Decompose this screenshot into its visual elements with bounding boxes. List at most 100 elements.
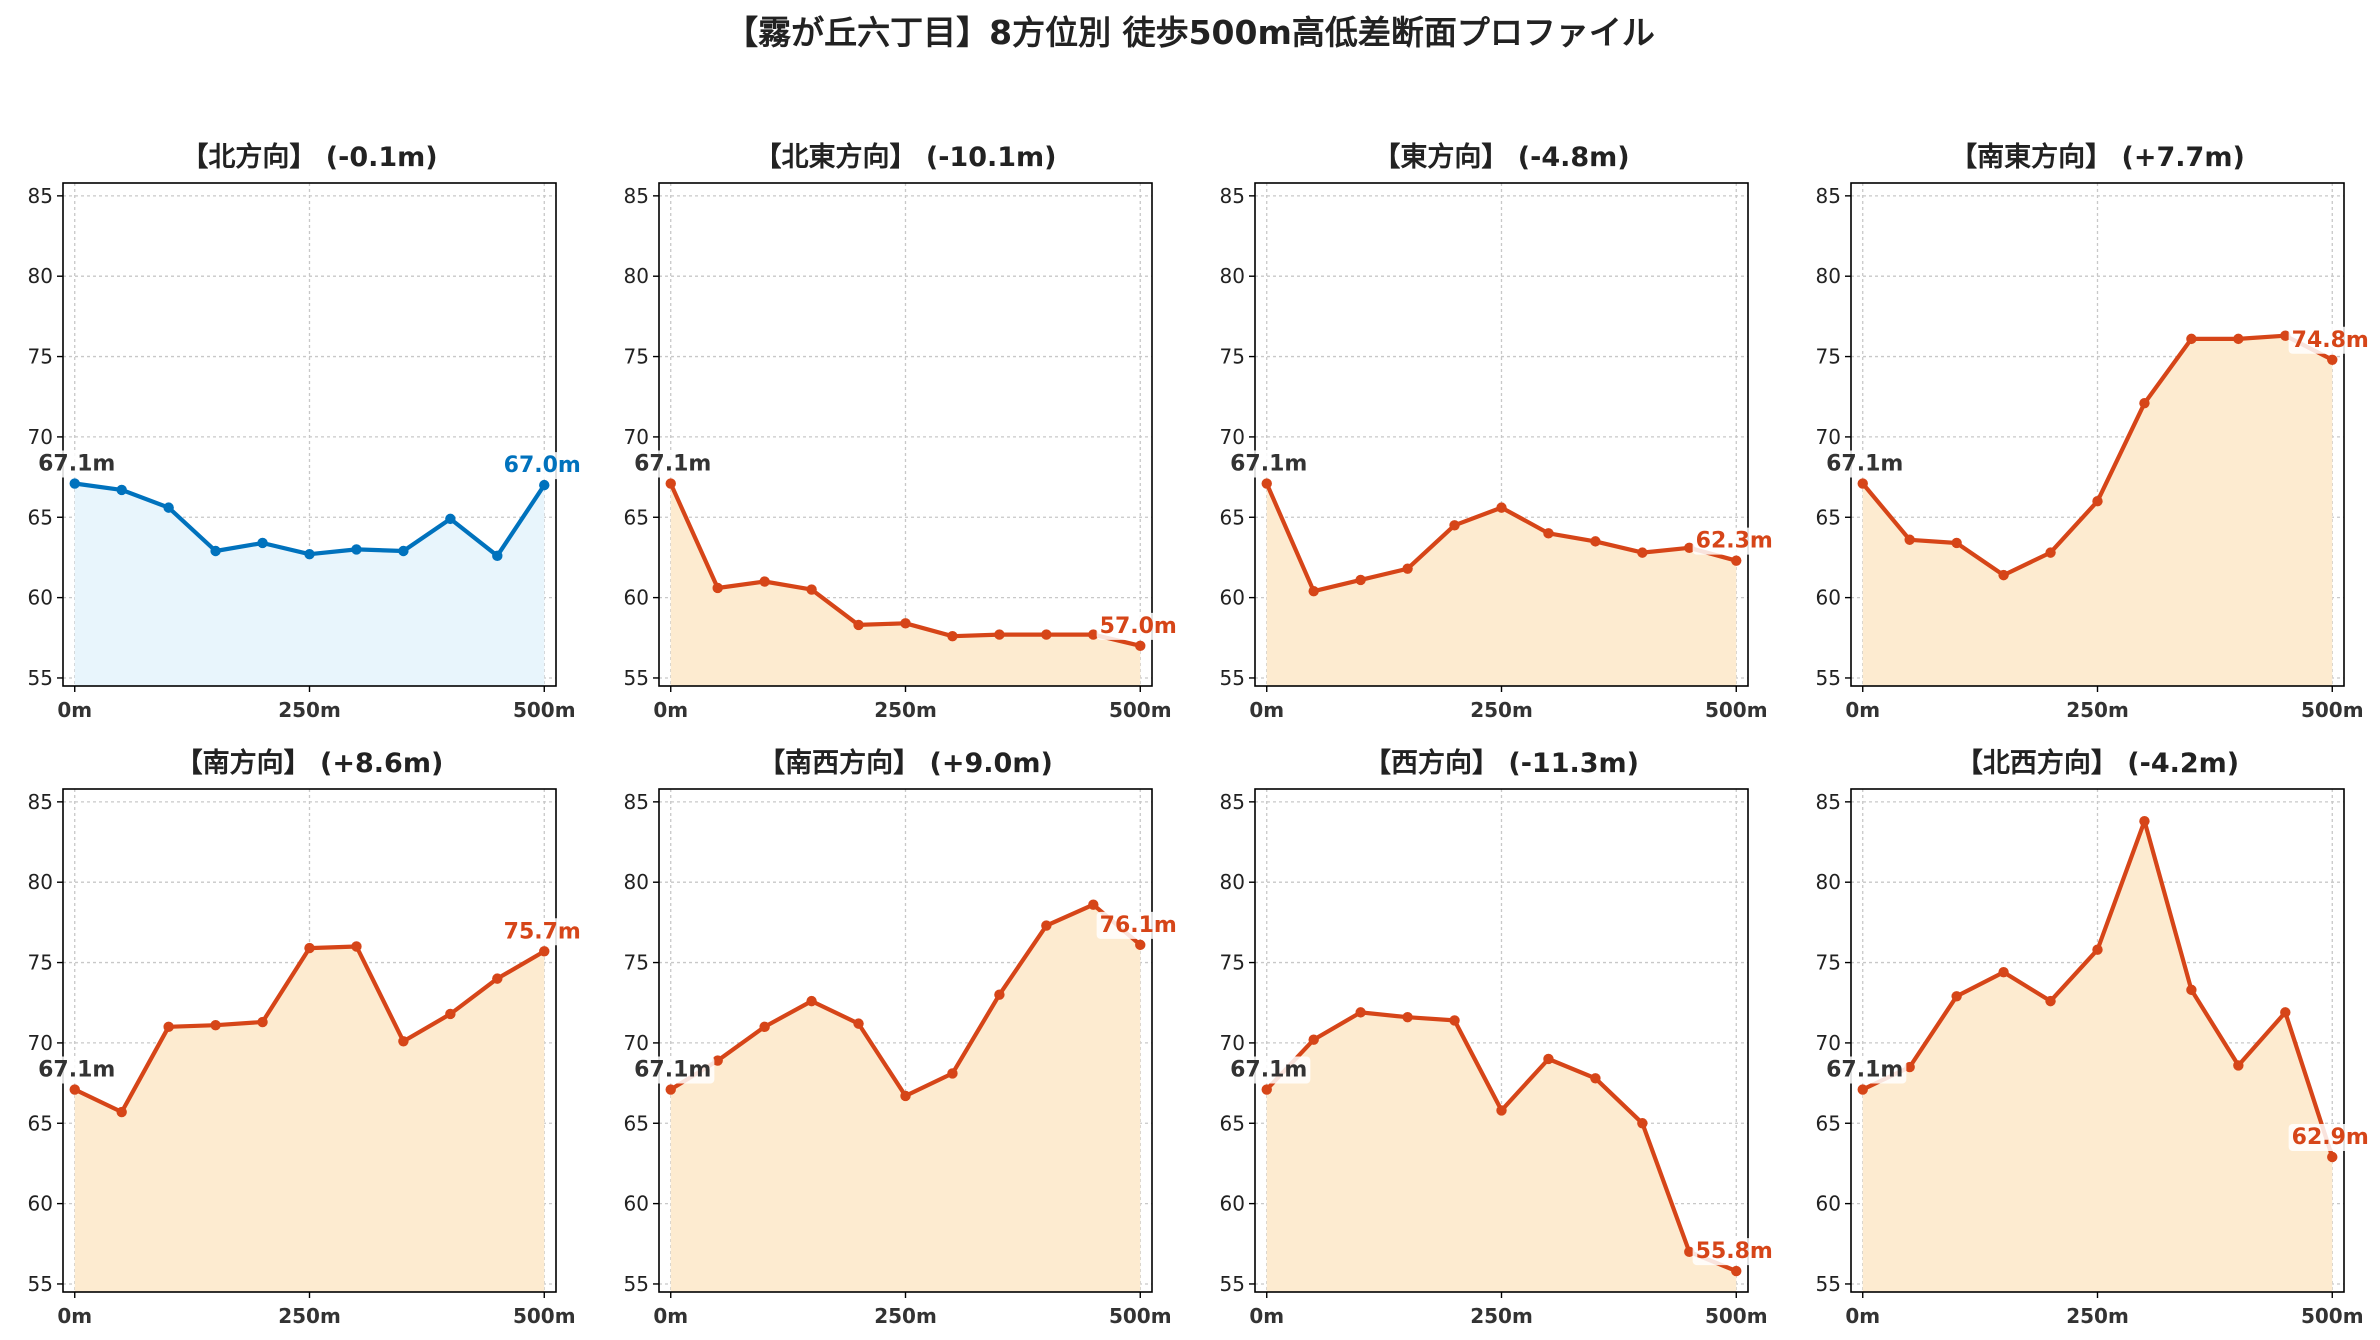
data-point <box>759 576 770 587</box>
y-tick-label: 80 <box>1220 870 1245 894</box>
y-tick-label: 80 <box>1816 264 1841 288</box>
data-point <box>2186 984 2197 996</box>
start-value-label: 67.1m <box>1826 452 1903 477</box>
data-point <box>2186 333 2197 345</box>
data-point <box>1590 1073 1601 1084</box>
y-tick-label: 55 <box>28 666 53 690</box>
data-point <box>1543 1053 1554 1065</box>
y-tick-label: 85 <box>1220 184 1245 208</box>
start-value-label-background <box>1227 450 1311 478</box>
y-tick-label: 85 <box>624 790 649 814</box>
y-tick-label: 70 <box>624 425 649 449</box>
y-tick-label: 55 <box>1816 666 1841 690</box>
data-point <box>947 1068 958 1079</box>
data-point <box>1308 585 1319 597</box>
x-tick-label: 500m <box>513 698 576 722</box>
area-fill <box>74 946 545 1292</box>
end-value-label-background <box>1096 612 1180 640</box>
chart-panel-6: 【南西方向】 (+9.0m) 55 60 65 70 75 80 85 0m 250m 500m 67… <box>624 747 1180 1328</box>
chart-panel-3: 【東方向】 (-4.8m) 55 60 65 70 75 80 85 0m 250m 500m 67.… <box>1220 141 1776 722</box>
end-value-label-background <box>500 918 584 946</box>
y-tick-label: 70 <box>28 1031 53 1055</box>
data-point <box>539 946 550 957</box>
x-tick-label: 0m <box>57 698 92 722</box>
data-point <box>257 1016 268 1028</box>
start-value-label-background <box>1227 1056 1311 1084</box>
y-tick-label: 55 <box>1220 666 1245 690</box>
end-value-label: 55.8m <box>1696 1239 1773 1264</box>
data-point <box>1355 574 1366 586</box>
data-point <box>665 1084 676 1095</box>
x-tick-label: 250m <box>278 1304 341 1328</box>
data-point <box>1261 478 1272 489</box>
data-point <box>853 619 864 631</box>
x-tick-label: 0m <box>1249 1304 1284 1328</box>
y-tick-label: 70 <box>1220 425 1245 449</box>
data-point <box>759 1021 770 1033</box>
chart-panel-4: 【南東方向】 (+7.7m) 55 60 65 70 75 80 85 0m 250m 500m 67… <box>1816 141 2372 722</box>
data-point <box>1449 1015 1460 1026</box>
y-tick-label: 85 <box>624 184 649 208</box>
panel-title: 【南東方向】 (+7.7m) <box>1950 141 2245 173</box>
panel-title: 【南西方向】 (+9.0m) <box>758 747 1053 779</box>
start-value-label: 67.1m <box>38 452 115 477</box>
chart-panel-5: 【南方向】 (+8.6m) 55 60 65 70 75 80 85 0m 250m 500m 67.… <box>28 747 584 1328</box>
data-point <box>665 478 676 489</box>
end-value-label: 62.3m <box>1696 529 1773 554</box>
x-tick-label: 500m <box>1109 1304 1172 1328</box>
data-point <box>163 1021 174 1033</box>
data-point <box>210 1020 221 1031</box>
data-point <box>2045 547 2056 558</box>
data-point <box>1041 920 1052 931</box>
y-tick-label: 55 <box>624 666 649 690</box>
start-value-label: 67.1m <box>634 452 711 477</box>
data-point <box>1857 478 1868 489</box>
data-point <box>853 1018 864 1029</box>
data-point <box>210 545 221 557</box>
x-tick-label: 250m <box>2066 698 2129 722</box>
data-point <box>1402 1011 1413 1023</box>
start-value-label: 67.1m <box>38 1058 115 1083</box>
y-tick-label: 60 <box>1816 586 1841 610</box>
x-tick-label: 250m <box>1470 1304 1533 1328</box>
start-value-label-background <box>35 1056 119 1084</box>
y-tick-label: 75 <box>624 345 649 369</box>
start-value-label-background <box>1823 450 1907 478</box>
chart-panel-1: 【北方向】 (-0.1m) 55 60 65 70 75 80 85 0m 250m 500m 67.… <box>28 141 584 722</box>
x-tick-label: 0m <box>57 1304 92 1328</box>
end-value-label: 67.0m <box>504 453 581 478</box>
data-point <box>1637 1118 1648 1129</box>
data-point <box>806 995 817 1007</box>
end-value-label-background <box>2288 326 2372 354</box>
data-point <box>994 629 1005 640</box>
panel-title: 【北西方向】 (-4.2m) <box>1956 747 2239 779</box>
data-point <box>1402 563 1413 574</box>
data-point <box>257 537 268 549</box>
data-point <box>947 630 958 642</box>
y-tick-label: 85 <box>28 790 53 814</box>
data-point <box>163 502 174 513</box>
y-tick-label: 75 <box>1816 951 1841 975</box>
data-point <box>2233 333 2244 345</box>
x-tick-label: 500m <box>513 1304 576 1328</box>
y-tick-label: 70 <box>28 425 53 449</box>
end-value-label: 57.0m <box>1100 614 1177 639</box>
data-point <box>2327 1151 2338 1163</box>
data-point <box>304 549 315 560</box>
chart-panel-7: 【西方向】 (-11.3m) 55 60 65 70 75 80 85 0m 250m 500m 67… <box>1220 747 1776 1328</box>
data-point <box>1543 528 1554 539</box>
data-point <box>492 550 503 562</box>
y-tick-label: 60 <box>28 1192 53 1216</box>
end-value-label: 62.9m <box>2292 1125 2369 1150</box>
x-tick-label: 0m <box>653 698 688 722</box>
data-point <box>445 1008 456 1020</box>
area-fill <box>1862 821 2333 1292</box>
data-point <box>1904 534 1915 545</box>
y-tick-label: 85 <box>1816 184 1841 208</box>
end-value-label-background <box>1692 527 1776 555</box>
data-point <box>1590 536 1601 547</box>
y-tick-label: 75 <box>28 345 53 369</box>
figure-title: 【霧が丘六丁目】8方位別 徒歩500m高低差断面プロファイル <box>725 13 1655 52</box>
y-tick-label: 75 <box>1220 951 1245 975</box>
data-point <box>398 545 409 557</box>
